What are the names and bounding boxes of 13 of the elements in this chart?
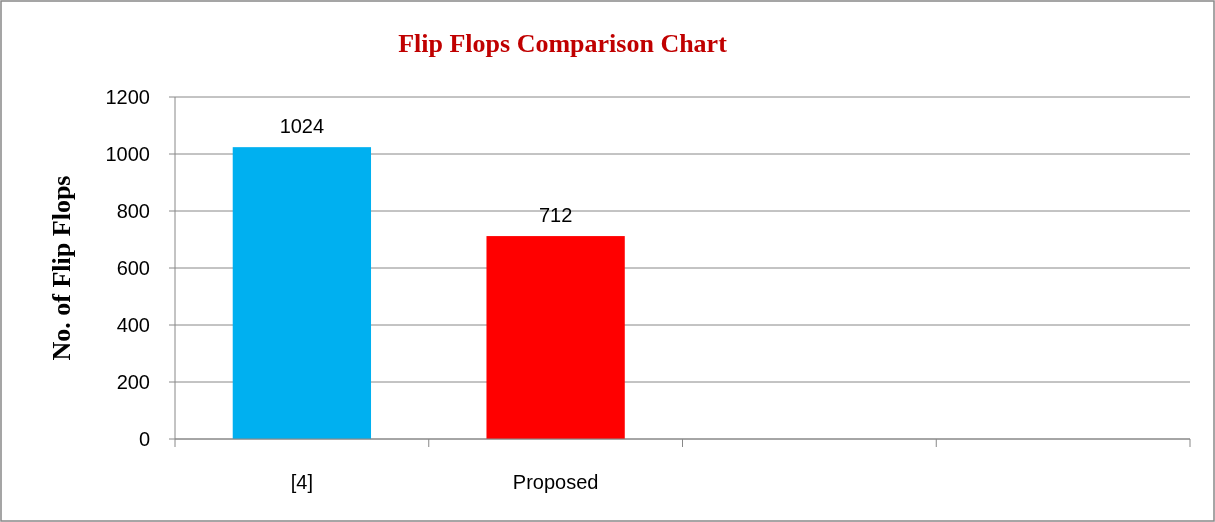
chart-title: Flip Flops Comparison Chart	[398, 29, 728, 58]
data-label: 1024	[279, 115, 325, 138]
x-tick-label: [4]	[290, 471, 313, 493]
y-tick-label: 400	[116, 314, 150, 336]
y-tick-label: 1200	[105, 86, 150, 108]
y-tick-label: 1000	[105, 143, 150, 165]
y-tick-label: 800	[116, 200, 150, 222]
x-tick-label: Proposed	[512, 471, 599, 493]
y-tick-label: 600	[116, 257, 150, 279]
y-tick-label: 200	[116, 371, 150, 393]
y-axis-title: No. of Flip Flops	[47, 175, 76, 361]
y-tick-label: 0	[138, 428, 150, 450]
data-label: 712	[538, 204, 573, 227]
